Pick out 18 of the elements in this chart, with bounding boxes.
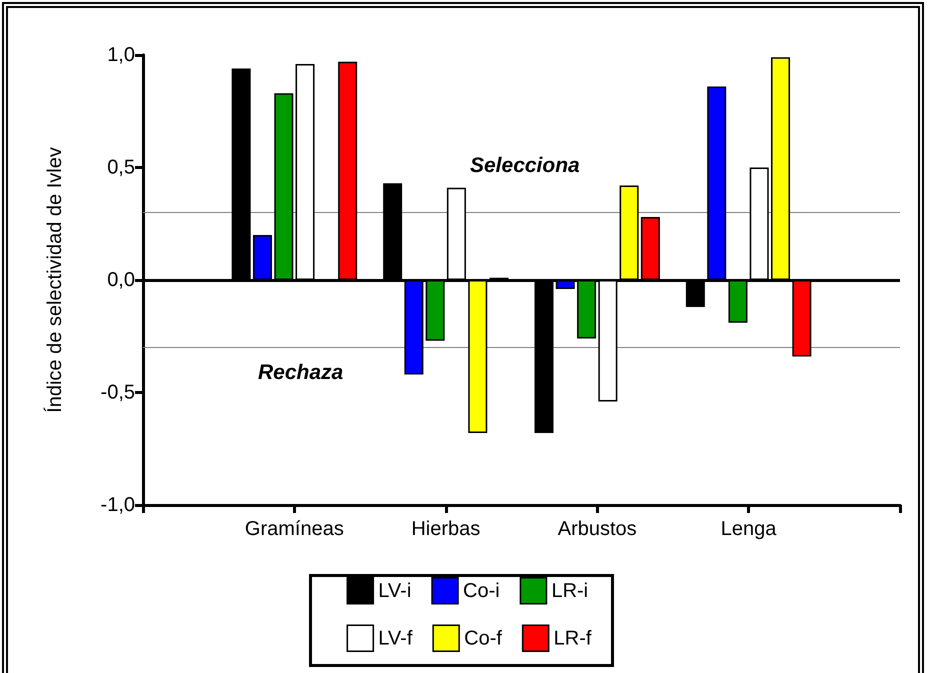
y-tick-label: 0,5	[107, 156, 135, 178]
y-tick-label: -0,5	[100, 382, 135, 404]
annotation: Selecciona	[470, 154, 580, 177]
x-tick-label: Arbustos	[558, 518, 637, 540]
legend-label: Co-i	[463, 580, 500, 602]
legend-label: Co-f	[464, 627, 502, 650]
annotation: Rechaza	[258, 361, 344, 384]
x-tick-label: Hierbas	[411, 518, 480, 540]
legend-label: LV-i	[378, 580, 412, 602]
y-tick-label: -1,0	[100, 494, 135, 516]
legend-label: LR-f	[554, 627, 592, 650]
y-axis-title: Índice de selectividad de Ivlev	[43, 147, 66, 413]
y-tick-label: 0,0	[107, 269, 135, 291]
x-tick-label: Gramíneas	[244, 518, 344, 540]
legend-label: LV-f	[378, 627, 413, 650]
y-tick-label: 1,0	[107, 44, 135, 66]
x-tick-label: Lenga	[720, 518, 778, 540]
legend-label: LR-i	[551, 580, 588, 602]
